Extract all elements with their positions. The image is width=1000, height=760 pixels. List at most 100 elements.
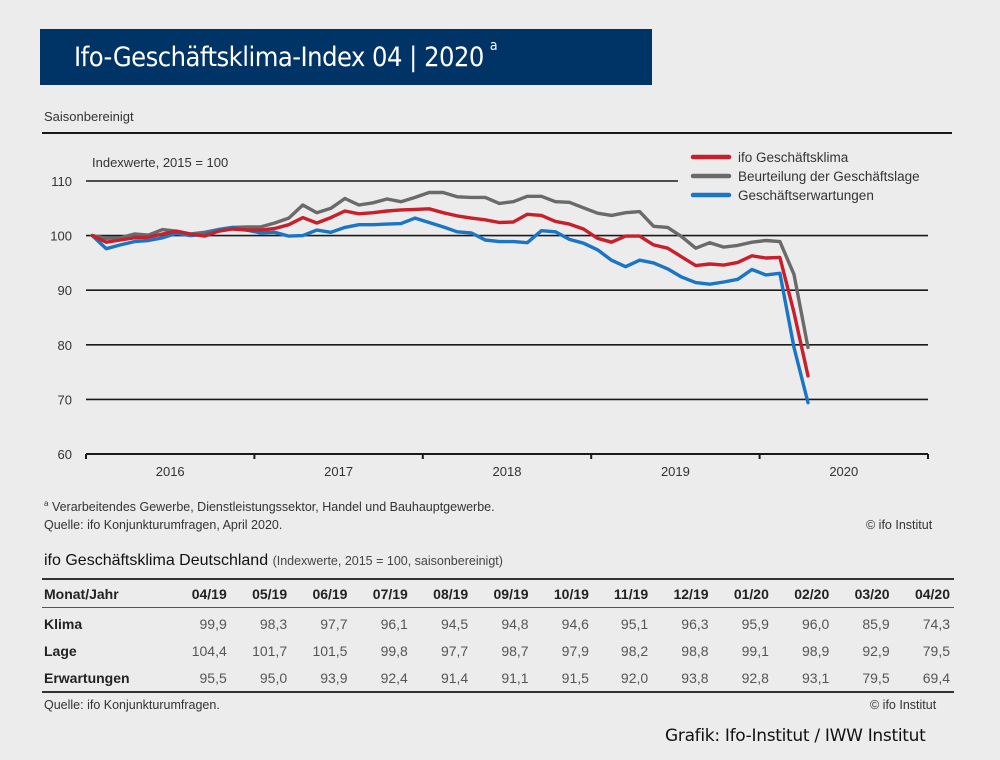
row-label: Klima — [44, 615, 83, 632]
x-axis: 2016 2017 2018 2019 2020 — [85, 453, 929, 479]
table-body: Klima 99,9 98,3 97,7 96,1 94,5 94,8 94,6 95,1 96,… — [42, 608, 954, 693]
column-header: 02/20 — [772, 578, 834, 608]
table-cell: 92,4 — [351, 664, 412, 693]
table-cell: 96,0 — [802, 615, 830, 632]
table-cell: 101,5 — [312, 642, 348, 659]
table-cell: 69,4 — [893, 664, 954, 693]
column-header: 04/20 — [893, 578, 954, 608]
column-header: 07/19 — [351, 578, 412, 608]
title-footnote-marker: a — [489, 37, 498, 54]
table-title: ifo Geschäftsklima Deutschland (Indexwer… — [44, 552, 503, 570]
chart-source: Quelle: ifo Konjunkturumfragen, April 20… — [44, 518, 283, 532]
table-cell: 97,7 — [440, 642, 469, 659]
table-cell: 98,7 — [501, 642, 529, 659]
y-tick-label: 70 — [58, 392, 72, 407]
legend-label-lage: Beurteilung der Geschäftslage — [738, 169, 920, 184]
table-copyright: © ifo Institut — [870, 698, 937, 712]
x-tick-label: 2020 — [829, 464, 858, 479]
column-header: 11/19 — [592, 578, 653, 608]
y-tick-label: 80 — [58, 338, 72, 353]
y-tick-label: 110 — [51, 174, 72, 189]
column-header: 01/20 — [712, 578, 773, 608]
table-cell: 99,8 — [380, 642, 408, 659]
table-cell: 98,2 — [620, 642, 649, 659]
table-cell: 95,5 — [170, 664, 231, 693]
table-header-row: Monat/Jahr 04/19 05/19 06/19 07/19 08/19 09/1… — [42, 578, 954, 608]
table-cell: 93,1 — [772, 664, 834, 693]
table-subtitle: (Indexwerte, 2015 = 100, saisonbereinigt… — [272, 554, 503, 568]
table-cell: 91,5 — [532, 664, 593, 693]
column-header: 09/19 — [472, 578, 533, 608]
legend: ifo Geschäftsklima Beurteilung der Geschä… — [690, 150, 920, 203]
table-cell: 98,8 — [681, 642, 709, 659]
table-cell: 79,5 — [833, 664, 894, 693]
table-cell: 95,1 — [620, 615, 649, 632]
column-header: 12/19 — [652, 578, 713, 608]
table-row: Lage 104,4 101,7 101,5 99,8 97,7 98,7 97,9 98,2 9… — [42, 637, 954, 664]
table-cell: 79,5 — [922, 642, 950, 659]
table-cell: 93,9 — [291, 664, 352, 693]
table-cell: 98,9 — [802, 642, 830, 659]
chart-copyright: © ifo Institut — [866, 518, 933, 532]
table-cell: 94,5 — [440, 615, 469, 632]
series-lines — [90, 190, 810, 405]
footnote-a-text: Verarbeitendes Gewerbe, Dienstleistungss… — [51, 500, 495, 515]
table-cell: 96,3 — [681, 615, 709, 632]
table-cell: 98,3 — [259, 615, 288, 632]
table-row: Erwartungen 95,5 95,0 93,9 92,4 91,4 91,1 91,5 9… — [42, 664, 954, 693]
y-axis-ticks: 60 70 80 90 100 110 — [50, 174, 72, 462]
y-tick-label: 100 — [50, 229, 72, 244]
header-label: Monat/Jahr — [42, 578, 171, 608]
x-tick-label: 2017 — [324, 464, 353, 479]
row-label: Erwartungen — [42, 664, 171, 693]
x-tick-label: 2016 — [156, 464, 185, 479]
table-cell: 95,9 — [741, 615, 769, 632]
column-header: 08/19 — [411, 578, 473, 608]
table-cell: 85,9 — [862, 615, 890, 632]
table-row: Klima 99,9 98,3 97,7 96,1 94,5 94,8 94,6 95,1 96,… — [42, 608, 954, 638]
table-cell: 94,8 — [501, 615, 529, 632]
page-title: Ifo-Geschäftsklima-Index 04 | 2020 a — [74, 37, 498, 73]
table-cell: 97,9 — [561, 642, 589, 659]
line-chart: 60 70 80 90 100 110 2016 2017 2018 2019 2020 Inde… — [50, 150, 929, 479]
y-tick-label: 60 — [58, 447, 72, 462]
column-header: 10/19 — [532, 578, 593, 608]
data-table: Monat/Jahr 04/19 05/19 06/19 07/19 08/19 09/1… — [42, 578, 954, 693]
footnote-marker: a — [44, 499, 49, 508]
top-rule — [42, 132, 952, 134]
table-cell: 97,7 — [320, 615, 348, 632]
table-cell: 94,6 — [561, 615, 589, 632]
series-line-klima — [90, 207, 810, 378]
gridlines — [86, 180, 928, 401]
index-annotation: Indexwerte, 2015 = 100 — [92, 155, 228, 170]
table-cell: 92,9 — [862, 642, 890, 659]
legend-label-erwartungen: Geschäftserwartungen — [738, 188, 874, 203]
column-header: 05/19 — [230, 578, 292, 608]
table-cell: 101,7 — [252, 642, 288, 659]
footnote-a: a Verarbeitendes Gewerbe, Dienstleistung… — [44, 499, 495, 514]
legend-label-klima: ifo Geschäftsklima — [738, 150, 849, 165]
table-cell: 95,0 — [230, 664, 292, 693]
title-banner: Ifo-Geschäftsklima-Index 04 | 2020 a — [40, 29, 652, 85]
y-tick-label: 90 — [58, 283, 72, 298]
x-tick-label: 2019 — [661, 464, 690, 479]
x-tick-label: 2018 — [493, 464, 522, 479]
table-title-text: ifo Geschäftsklima Deutschland — [44, 552, 269, 569]
seasonally-adjusted-label: Saisonbereinigt — [44, 109, 134, 124]
column-header: 06/19 — [291, 578, 352, 608]
table-cell: 91,1 — [472, 664, 533, 693]
table-cell: 99,9 — [199, 615, 227, 632]
table-cell: 93,8 — [652, 664, 713, 693]
column-header: 04/19 — [170, 578, 231, 608]
column-header: 03/20 — [833, 578, 894, 608]
table-cell: 96,1 — [380, 615, 408, 632]
table-cell: 74,3 — [922, 615, 950, 632]
table-source: Quelle: ifo Konjunkturumfragen. — [44, 698, 220, 712]
graphic-credit: Grafik: Ifo-Institut / IWW Institut — [665, 726, 926, 746]
row-label: Lage — [44, 642, 77, 659]
table-cell: 104,4 — [191, 642, 227, 659]
table-cell: 92,0 — [592, 664, 653, 693]
table-cell: 91,4 — [411, 664, 473, 693]
table-cell: 99,1 — [741, 642, 769, 659]
table-cell: 92,8 — [712, 664, 773, 693]
